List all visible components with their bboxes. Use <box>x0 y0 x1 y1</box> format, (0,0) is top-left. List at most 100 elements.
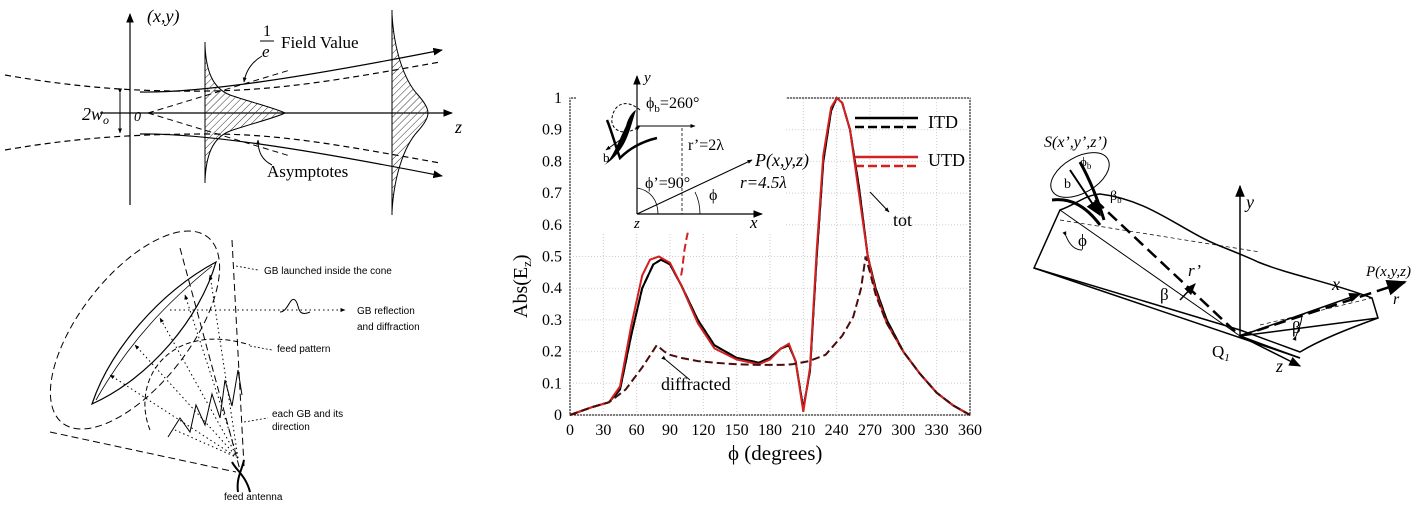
gb-zigzag <box>167 369 243 438</box>
each-gb-leader <box>243 417 269 423</box>
x-axis-label: ϕ (degrees) <box>728 441 822 465</box>
x-tick-label: 30 <box>595 422 611 439</box>
source-label: S(x’,y’,z’) <box>1044 134 1107 151</box>
x-tick-label: 300 <box>891 422 915 439</box>
y-tick-label: 0.8 <box>542 153 562 170</box>
profile-1 <box>204 44 287 182</box>
x-tick-label: 240 <box>825 422 849 439</box>
inset-edge-curve <box>605 119 658 161</box>
series-line-4 <box>569 256 971 416</box>
inset-r-label: r=4.5λ <box>740 173 787 192</box>
field-chart: 0 0.1 0.2 0.3 0.4 0.5 0.6 0.7 0.8 0.9 1 0 30 60 90 120… <box>510 70 982 465</box>
inset-x-label: x <box>749 213 758 232</box>
y-tick-label: 0 <box>554 407 562 424</box>
inset-phi-label: ϕ <box>709 187 717 204</box>
x-tick-label: 120 <box>691 422 715 439</box>
inset-wedge <box>604 110 636 165</box>
tot-label: tot <box>893 210 912 230</box>
wedge-bottom-edge <box>1033 267 1301 359</box>
beam-envelope-bottom <box>4 133 441 164</box>
wedge-geometry-diagram: S(x’,y’,z’) ϕb b βb ϕ r’ β Q1 y x z P(x,… <box>1032 134 1411 376</box>
cone-edge-bottom <box>49 431 237 473</box>
beta-b-label: βb <box>1110 189 1122 205</box>
beta-arc-4 <box>1292 313 1303 341</box>
y-tick-label: 0.5 <box>542 249 562 266</box>
axis-y-label: (x,y) <box>147 6 179 27</box>
inset-phib-label: ϕb=260° <box>646 95 699 115</box>
each-gb-label-1: each GB and its <box>272 409 343 420</box>
inset-phi-arc <box>694 191 701 215</box>
wedge-top-face <box>1032 193 1379 353</box>
beta-label-4: β <box>1160 285 1169 304</box>
b-hat-label: b <box>1064 177 1071 192</box>
y-tick-label: 0.3 <box>542 312 562 329</box>
y-tick-label: 0.7 <box>542 185 562 202</box>
r-label-4: r <box>1393 291 1400 308</box>
y-tick-label: 0.4 <box>542 280 562 297</box>
point-label-4: P(x,y,z) <box>1365 264 1411 280</box>
reflector-inner <box>95 265 213 401</box>
diffracted-label: diffracted <box>661 374 731 394</box>
legend: ITD UTD <box>855 112 965 170</box>
legend-itd-label: ITD <box>928 112 958 132</box>
x-tick-label: 360 <box>958 422 982 439</box>
launched-leader <box>235 265 259 271</box>
y-axis-label: Abs(Ez) <box>510 254 534 318</box>
each-gb-label-2: direction <box>272 422 310 433</box>
r-path <box>1239 279 1407 338</box>
inset-phi-prime-arc <box>636 187 659 215</box>
inset-phib-arc <box>611 103 641 133</box>
launched-label: GB launched inside the cone <box>264 266 392 277</box>
x-label-4: x <box>1331 274 1340 294</box>
cone-feed-diagram: GB launched inside the cone GB reflectio… <box>49 230 420 503</box>
wedge-edge-right <box>1239 335 1301 359</box>
inset-z-label: z <box>633 216 640 232</box>
gaussian-beam-diagram: (x,y) z 0 2wo 1 e Field Value Asymptotes <box>4 6 462 215</box>
x-tick-label: 180 <box>758 422 782 439</box>
field-value-curve-top <box>139 47 443 93</box>
r-prime-path <box>1094 199 1241 337</box>
x-ticks: 0 30 60 90 120 150 180 210 240 270 300 330 360 <box>566 422 982 439</box>
z-axis-4 <box>1239 335 1302 367</box>
field-value-curve-bottom <box>139 133 443 179</box>
r-prime-arrow <box>1179 283 1196 301</box>
y-ticks: 0 0.1 0.2 0.3 0.4 0.5 0.6 0.7 0.8 0.9 1 <box>542 90 562 424</box>
phi-label-4: ϕ <box>1078 231 1087 250</box>
series-line-3 <box>680 232 689 276</box>
x-tick-label: 90 <box>662 422 678 439</box>
feed-pattern-leader <box>249 345 273 351</box>
y-tick-label: 0.9 <box>542 122 562 139</box>
inset-diagram: y x z b ϕb=260° r’=2λ ϕ’=90° ϕ P(x,y,z) … <box>603 70 809 232</box>
series-lines <box>569 96 971 416</box>
profile-2 <box>391 13 429 213</box>
field-value-pointer <box>242 55 263 83</box>
phi-arc-4 <box>1062 231 1083 251</box>
feed-antenna-label: feed antenna <box>224 492 283 503</box>
reflection-label-1: GB reflection <box>357 306 415 317</box>
frac-denominator: e <box>262 42 270 61</box>
y-tick-label: 0.6 <box>542 217 562 234</box>
x-tick-label: 270 <box>858 422 882 439</box>
inset-phi-prime-label: ϕ’=90° <box>645 175 690 192</box>
feed-pattern-arc <box>144 338 251 431</box>
z-label-4: z <box>1275 356 1283 376</box>
q-label: Q1 <box>1212 342 1230 364</box>
y-tick-label: 0.2 <box>542 344 562 361</box>
wedge-thin-1 <box>1059 219 1261 253</box>
x-tick-label: 330 <box>925 422 949 439</box>
inset-b-label: b <box>603 150 610 165</box>
origin-label: 0 <box>134 110 141 125</box>
cone-edge-upper <box>231 239 245 467</box>
beta2-label-4: β <box>1292 318 1301 337</box>
field-value-label: Field Value <box>281 33 359 52</box>
x-tick-label: 150 <box>725 422 749 439</box>
legend-utd-label: UTD <box>928 150 965 170</box>
wedge-front-face <box>1239 317 1379 337</box>
cone-rim <box>49 230 221 430</box>
inset-point-label: P(x,y,z) <box>754 150 809 171</box>
feed-antenna <box>231 459 251 493</box>
tot-pointer <box>869 191 890 213</box>
gb-reflection-beam <box>279 298 311 314</box>
diffracted-pointer <box>661 355 691 381</box>
asymptotes-label: Asymptotes <box>267 162 348 181</box>
